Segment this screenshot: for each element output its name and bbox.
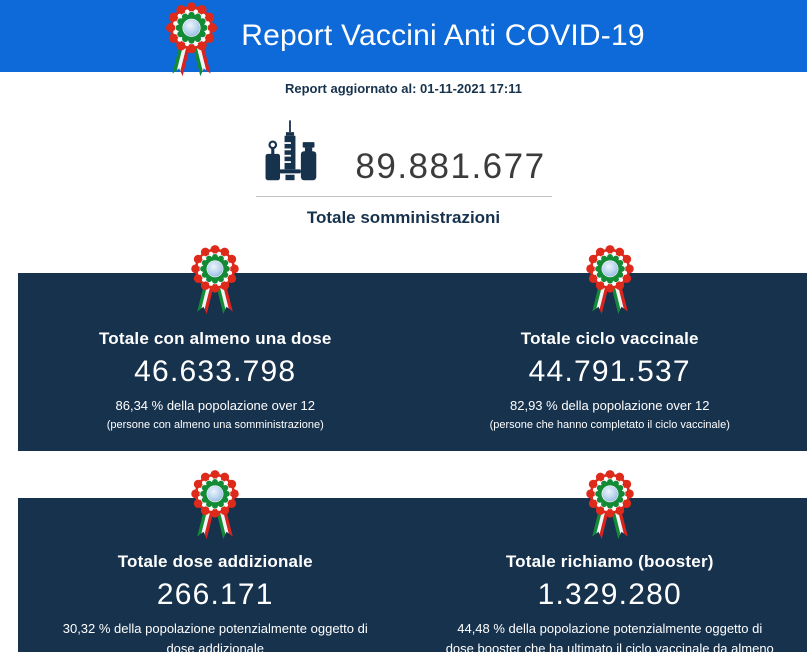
card-value: 44.791.537: [528, 355, 691, 388]
card-title: Totale con almeno una dose: [98, 329, 332, 348]
card-value: 1.329.280: [537, 578, 682, 611]
card-title: Totale ciclo vaccinale: [520, 329, 699, 348]
card-note: (persone con almeno una somministrazione…: [106, 419, 324, 432]
total-administrations-row: 89.881.677: [0, 120, 807, 186]
dose-summary-panel-row2: Totale dose addizionale 266.171 30,32 % …: [18, 498, 807, 652]
header-bar: Report Vaccini Anti COVID-19: [0, 0, 807, 72]
dose-summary-panel-row1: Totale con almeno una dose 46.633.798 86…: [18, 273, 807, 451]
report-updated-timestamp: Report aggiornato al: 01-11-2021 17:11: [285, 81, 522, 96]
card-subtitle: 30,32 % della popolazione potenzialmente…: [62, 621, 368, 652]
vaccine-syringe-icon: [261, 120, 319, 186]
total-administrations-section: 89.881.677 Totale somministrazioni: [0, 120, 807, 228]
card-subtitle: 82,93 % della popolazione over 12: [510, 398, 710, 413]
total-administrations-label: Totale somministrazioni: [306, 208, 501, 227]
card-note: (persone che hanno completato il ciclo v…: [489, 419, 730, 432]
card-subtitle: 44,48 % della popolazione potenzialmente…: [445, 621, 774, 652]
italian-cockade-icon: [188, 470, 243, 547]
card-title: Totale dose addizionale: [117, 552, 313, 571]
italian-cockade-icon: [582, 245, 637, 322]
italian-cockade-icon: [162, 2, 221, 85]
card-value: 266.171: [156, 578, 274, 611]
card-title: Totale richiamo (booster): [505, 552, 714, 571]
page-title: Report Vaccini Anti COVID-19: [241, 19, 645, 52]
card-subtitle: 86,34 % della popolazione over 12: [115, 398, 315, 413]
italian-cockade-icon: [582, 470, 637, 547]
divider: [255, 196, 552, 197]
card-dose-addizionale: Totale dose addizionale 266.171 30,32 % …: [18, 498, 413, 652]
total-administrations-value: 89.881.677: [355, 147, 546, 186]
card-almeno-una-dose: Totale con almeno una dose 46.633.798 86…: [18, 273, 413, 451]
card-richiamo-booster: Totale richiamo (booster) 1.329.280 44,4…: [413, 498, 807, 652]
italian-cockade-icon: [188, 245, 243, 322]
card-value: 46.633.798: [134, 355, 297, 388]
card-ciclo-vaccinale: Totale ciclo vaccinale 44.791.537 82,93 …: [413, 273, 807, 451]
